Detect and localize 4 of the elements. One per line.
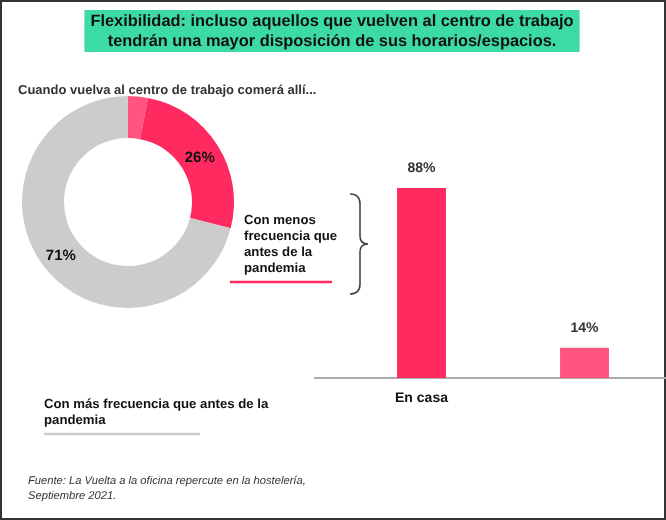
donut-slice: [128, 96, 148, 140]
donut-slice: [139, 97, 234, 229]
chart-title: Flexibilidad: incluso aquellos que vuelven al centro de trabajo tendrán una mayor disposición de sus horarios/espacios.: [90, 12, 574, 50]
donut-slice: [22, 96, 231, 308]
